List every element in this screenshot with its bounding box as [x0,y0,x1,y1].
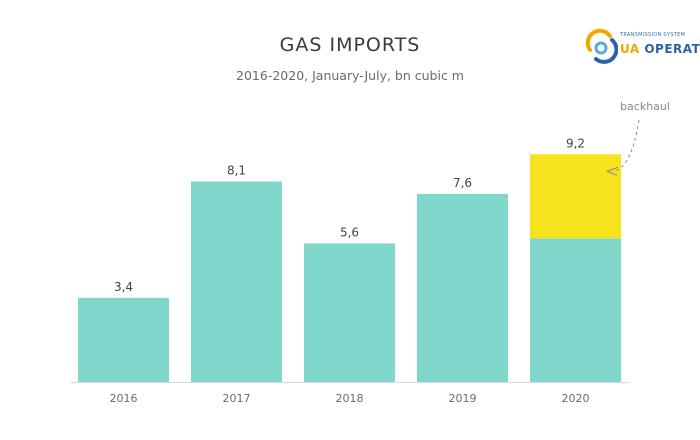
backhaul-annotation-line [612,119,640,172]
bar-2018 [304,243,395,382]
chart-subtitle: 2016-2020, January-July, bn cubic m [236,68,464,83]
company-logo: TRANSMISSION SYSTEM UA OPERATOR [584,26,700,66]
labels-layer: 3,4 2016 8,1 2017 5,6 2018 7,6 2019 9,2 2020 [110,136,590,405]
x-tick-label-2016: 2016 [110,392,138,405]
x-tick-label-2017: 2017 [223,392,251,405]
bar-2019 [417,193,508,382]
value-label-2019: 7,6 [453,176,472,190]
x-tick-label-2019: 2019 [449,392,477,405]
x-tick-label-2018: 2018 [336,392,364,405]
backhaul-annotation-label: backhaul [620,100,670,113]
x-tick-label-2020: 2020 [562,392,590,405]
value-label-2020: 9,2 [566,136,585,150]
value-label-2018: 5,6 [340,225,359,239]
backhaul-arrow-head-icon [605,166,619,176]
logo-operator-text: OPERATOR [644,42,700,56]
logo-mark-icon [585,28,619,64]
value-label-2016: 3,4 [114,280,133,294]
bar-backhaul-2020 [530,154,621,239]
bars-layer [70,154,630,383]
bar-2020 [530,238,621,382]
bar-2017 [191,181,282,382]
logo-ua-text: UA [620,42,640,56]
annotation-layer: backhaul [605,100,670,176]
value-label-2017: 8,1 [227,163,246,177]
logo-small-text: TRANSMISSION SYSTEM [620,32,686,38]
chart-title: GAS IMPORTS [279,34,421,56]
logo-main-text: UA OPERATOR [620,42,700,56]
bar-2016 [78,297,169,382]
